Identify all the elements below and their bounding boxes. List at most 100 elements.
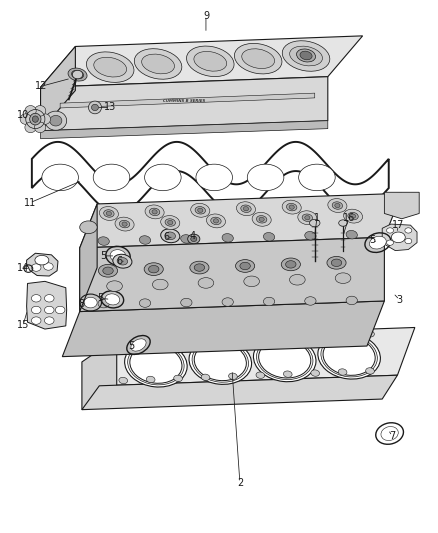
- Ellipse shape: [229, 336, 237, 342]
- Polygon shape: [32, 142, 389, 214]
- Text: 7: 7: [389, 431, 396, 441]
- Ellipse shape: [149, 208, 160, 216]
- Polygon shape: [82, 338, 117, 410]
- Ellipse shape: [145, 164, 181, 191]
- Ellipse shape: [144, 263, 163, 276]
- Ellipse shape: [168, 220, 173, 224]
- Ellipse shape: [198, 208, 203, 213]
- Ellipse shape: [88, 101, 102, 114]
- Ellipse shape: [35, 106, 46, 116]
- Ellipse shape: [134, 49, 182, 79]
- Ellipse shape: [331, 259, 342, 266]
- Polygon shape: [27, 281, 67, 329]
- Ellipse shape: [174, 375, 183, 382]
- Ellipse shape: [240, 262, 251, 270]
- Polygon shape: [41, 36, 363, 87]
- Ellipse shape: [338, 332, 347, 338]
- Ellipse shape: [165, 219, 176, 226]
- Text: 16: 16: [343, 213, 355, 223]
- Ellipse shape: [234, 43, 282, 74]
- Ellipse shape: [229, 373, 237, 379]
- Ellipse shape: [299, 164, 335, 191]
- Ellipse shape: [195, 207, 205, 214]
- Ellipse shape: [283, 334, 292, 340]
- Ellipse shape: [302, 214, 313, 221]
- Ellipse shape: [174, 338, 183, 344]
- Ellipse shape: [20, 114, 32, 124]
- Ellipse shape: [259, 217, 264, 221]
- Ellipse shape: [110, 249, 126, 262]
- Text: 15: 15: [17, 320, 29, 330]
- Ellipse shape: [318, 333, 380, 379]
- Ellipse shape: [192, 341, 248, 382]
- Polygon shape: [41, 46, 75, 131]
- Ellipse shape: [152, 210, 157, 214]
- Ellipse shape: [25, 106, 36, 116]
- Ellipse shape: [201, 337, 210, 343]
- Ellipse shape: [165, 232, 176, 239]
- Ellipse shape: [286, 204, 297, 211]
- Ellipse shape: [119, 340, 127, 346]
- Ellipse shape: [256, 215, 267, 223]
- Polygon shape: [62, 301, 385, 357]
- Ellipse shape: [86, 52, 134, 83]
- Ellipse shape: [119, 377, 127, 384]
- Ellipse shape: [107, 281, 122, 292]
- Ellipse shape: [32, 264, 41, 271]
- Ellipse shape: [350, 214, 356, 218]
- Text: 14: 14: [17, 263, 29, 273]
- Ellipse shape: [236, 260, 254, 272]
- Ellipse shape: [113, 254, 132, 268]
- Ellipse shape: [335, 204, 340, 208]
- Ellipse shape: [198, 278, 214, 288]
- Ellipse shape: [191, 236, 197, 241]
- Ellipse shape: [68, 68, 87, 81]
- Ellipse shape: [259, 340, 311, 378]
- Ellipse shape: [105, 294, 120, 305]
- Ellipse shape: [131, 339, 146, 351]
- Polygon shape: [60, 93, 315, 108]
- Ellipse shape: [263, 232, 275, 241]
- Ellipse shape: [213, 219, 219, 223]
- Ellipse shape: [237, 202, 255, 216]
- Ellipse shape: [335, 273, 351, 284]
- Ellipse shape: [181, 298, 192, 307]
- Text: 5: 5: [101, 251, 107, 261]
- Ellipse shape: [39, 114, 50, 124]
- Text: 6: 6: [117, 256, 123, 266]
- Ellipse shape: [256, 335, 265, 341]
- Ellipse shape: [139, 236, 151, 244]
- Ellipse shape: [244, 276, 259, 287]
- Ellipse shape: [127, 343, 184, 385]
- Ellipse shape: [338, 369, 347, 375]
- Ellipse shape: [297, 49, 315, 62]
- Ellipse shape: [187, 46, 234, 77]
- Text: 8: 8: [79, 298, 85, 309]
- Polygon shape: [80, 237, 385, 312]
- Ellipse shape: [242, 49, 275, 69]
- Ellipse shape: [387, 228, 393, 233]
- Ellipse shape: [311, 333, 320, 339]
- Ellipse shape: [282, 200, 301, 214]
- Ellipse shape: [300, 51, 312, 60]
- Ellipse shape: [94, 57, 127, 77]
- Ellipse shape: [99, 264, 117, 277]
- Ellipse shape: [32, 295, 41, 302]
- Ellipse shape: [119, 220, 130, 228]
- Ellipse shape: [99, 206, 118, 221]
- Ellipse shape: [98, 300, 110, 308]
- Ellipse shape: [282, 41, 330, 71]
- Ellipse shape: [93, 164, 130, 191]
- Ellipse shape: [343, 209, 363, 223]
- Ellipse shape: [369, 236, 386, 249]
- Polygon shape: [80, 204, 97, 312]
- Ellipse shape: [381, 426, 398, 440]
- Ellipse shape: [305, 231, 316, 240]
- Polygon shape: [382, 224, 417, 251]
- Ellipse shape: [327, 256, 346, 269]
- Ellipse shape: [117, 257, 127, 265]
- Ellipse shape: [45, 317, 54, 324]
- Text: 5: 5: [369, 235, 375, 245]
- Ellipse shape: [241, 205, 251, 213]
- Text: 11: 11: [24, 198, 36, 208]
